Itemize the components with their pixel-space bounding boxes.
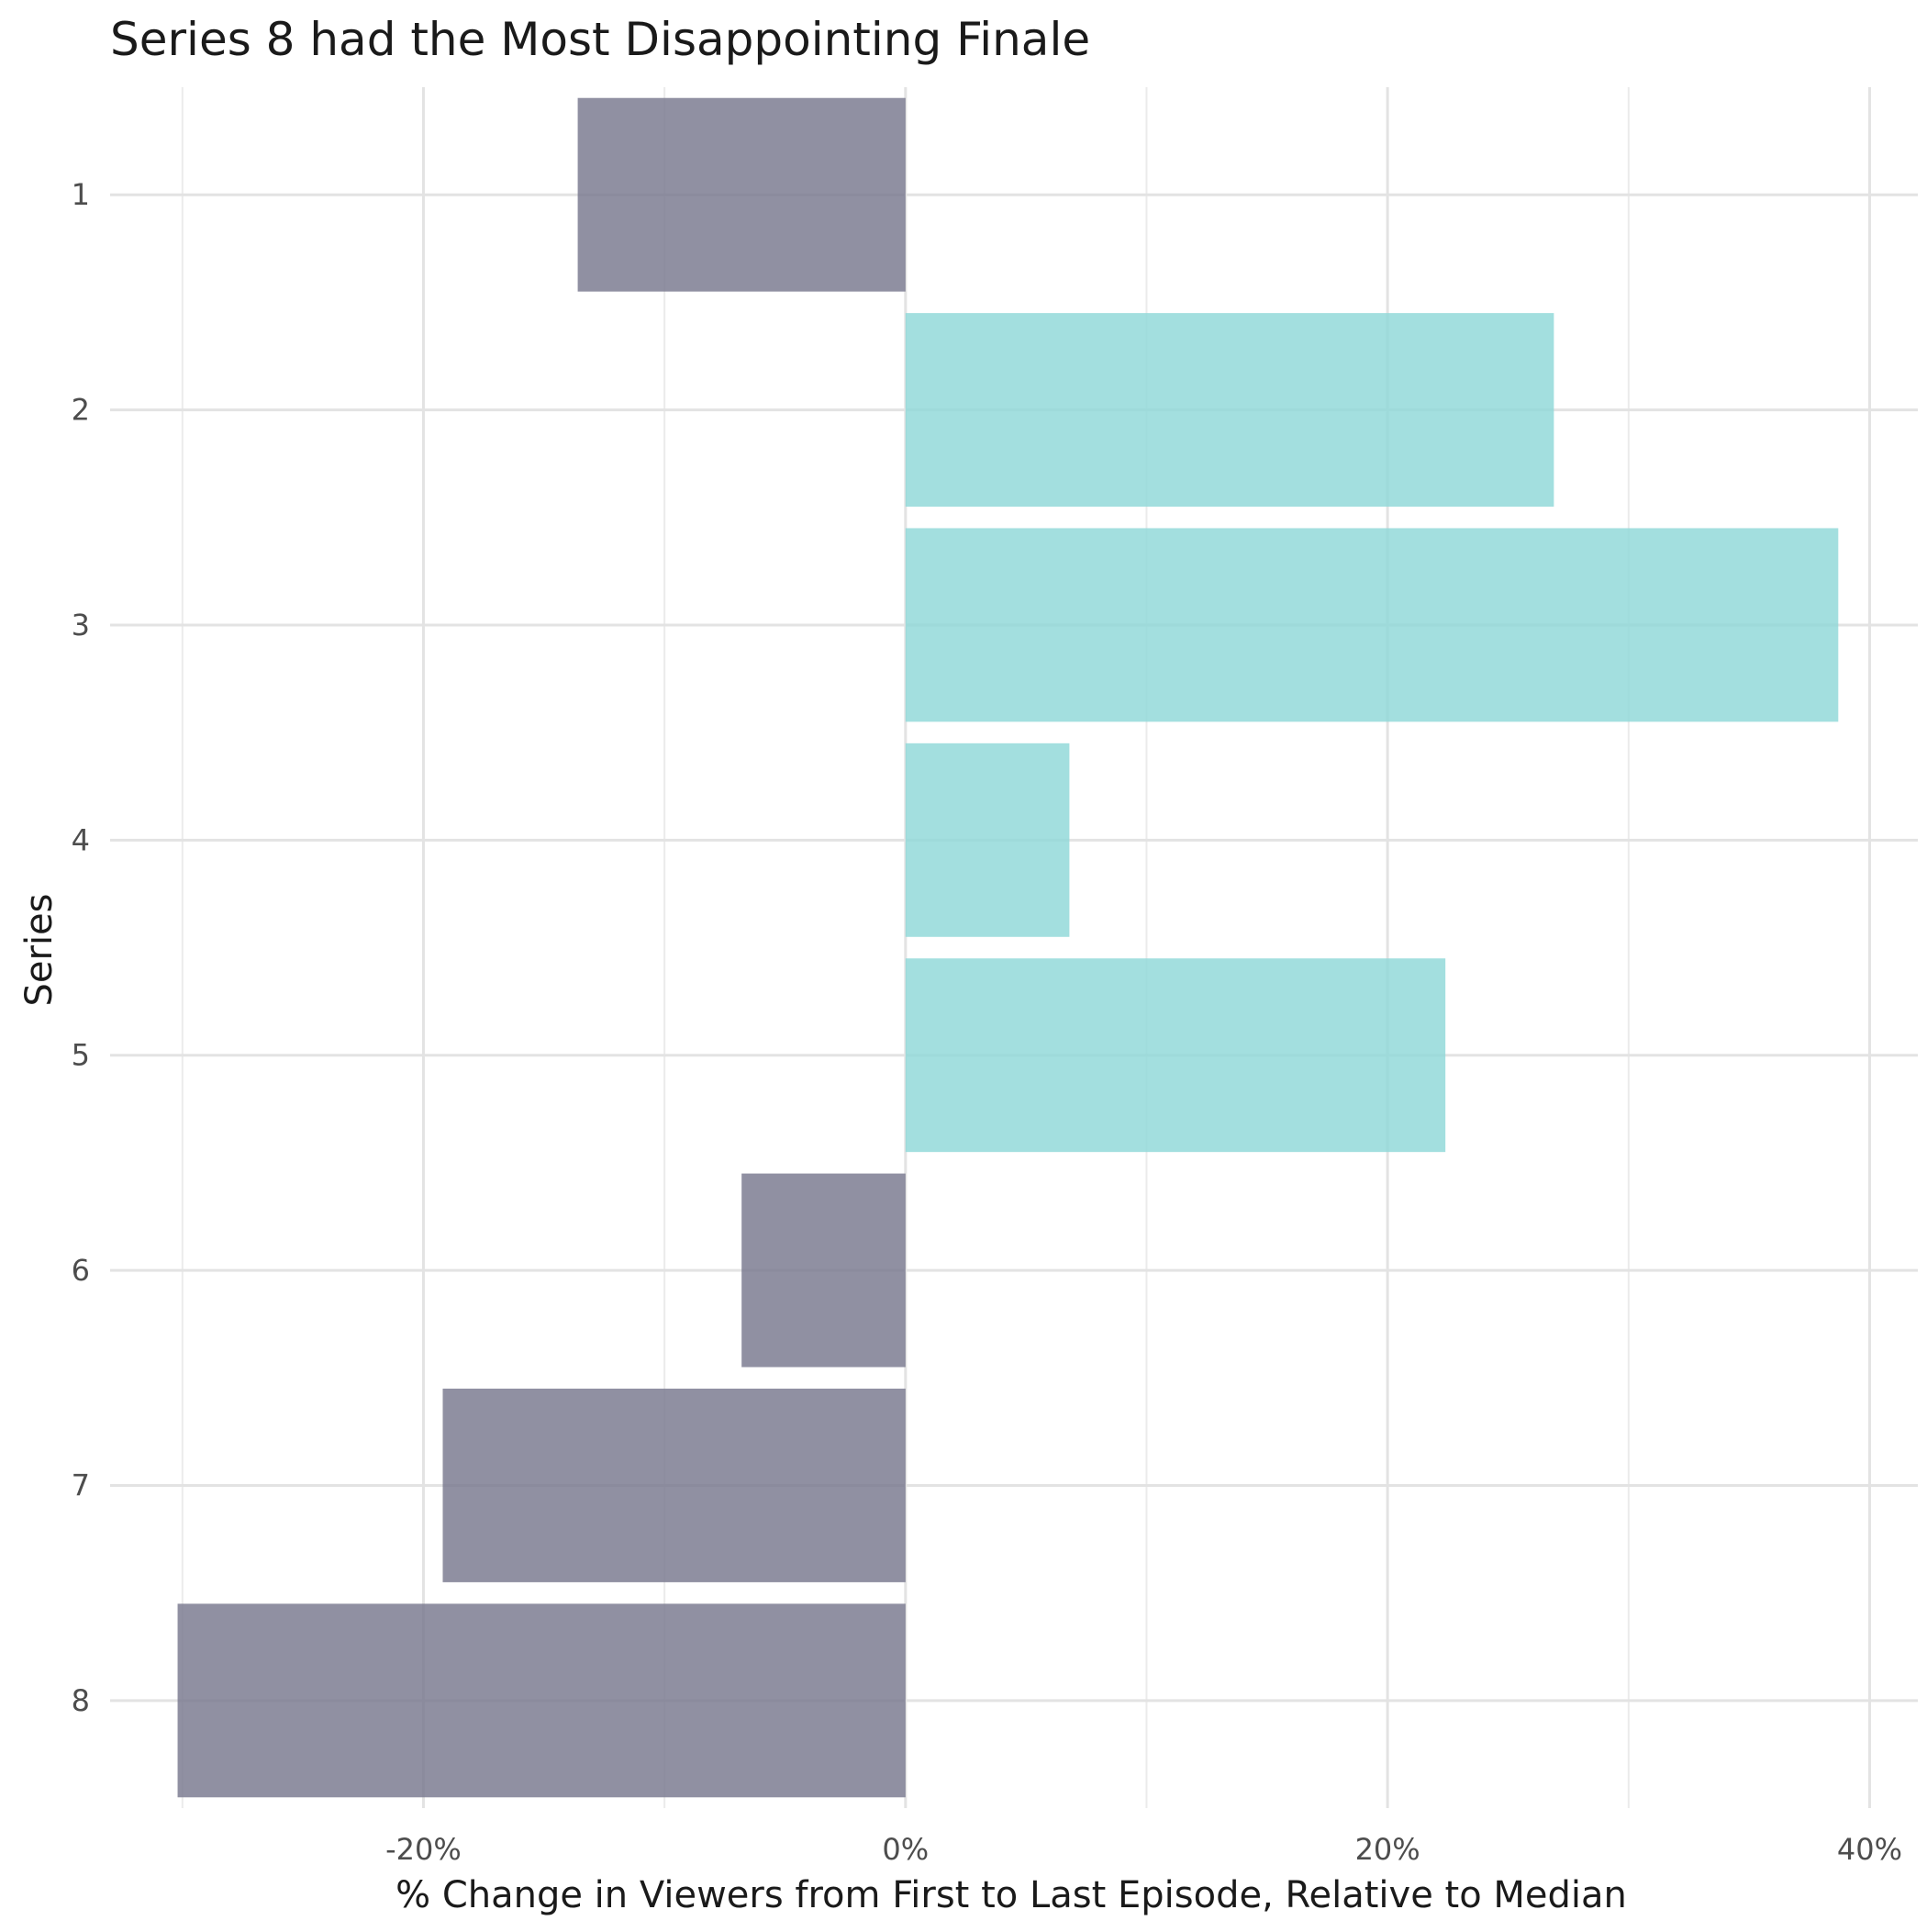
bar-series-3 — [905, 528, 1839, 722]
x-tick-label: 20% — [1355, 1832, 1420, 1867]
bar-series-4 — [905, 743, 1070, 937]
bar-series-1 — [577, 97, 906, 292]
y-tick-label: 1 — [72, 177, 90, 212]
x-tick-label: -20% — [385, 1832, 462, 1867]
chart-title: Series 8 had the Most Disappointing Fina… — [110, 13, 1090, 66]
bar-series-8 — [177, 1603, 906, 1798]
y-tick-label: 7 — [72, 1468, 90, 1502]
y-tick-label: 8 — [72, 1683, 90, 1718]
y-tick-label: 2 — [72, 393, 90, 428]
y-tick-label: 5 — [72, 1038, 90, 1073]
y-tick-label: 4 — [72, 822, 90, 857]
y-tick-label: 3 — [72, 608, 90, 642]
bar-series-5 — [905, 958, 1446, 1153]
x-axis-title: % Change in Viewers from First to Last E… — [395, 1874, 1627, 1916]
bar-series-2 — [905, 313, 1554, 508]
x-tick-label: 0% — [882, 1832, 929, 1867]
x-tick-label: 40% — [1837, 1832, 1902, 1867]
bar-series-7 — [442, 1388, 906, 1582]
y-tick-label: 6 — [72, 1253, 90, 1288]
y-axis-title: Series — [18, 893, 61, 1006]
bar-series-6 — [741, 1173, 906, 1368]
